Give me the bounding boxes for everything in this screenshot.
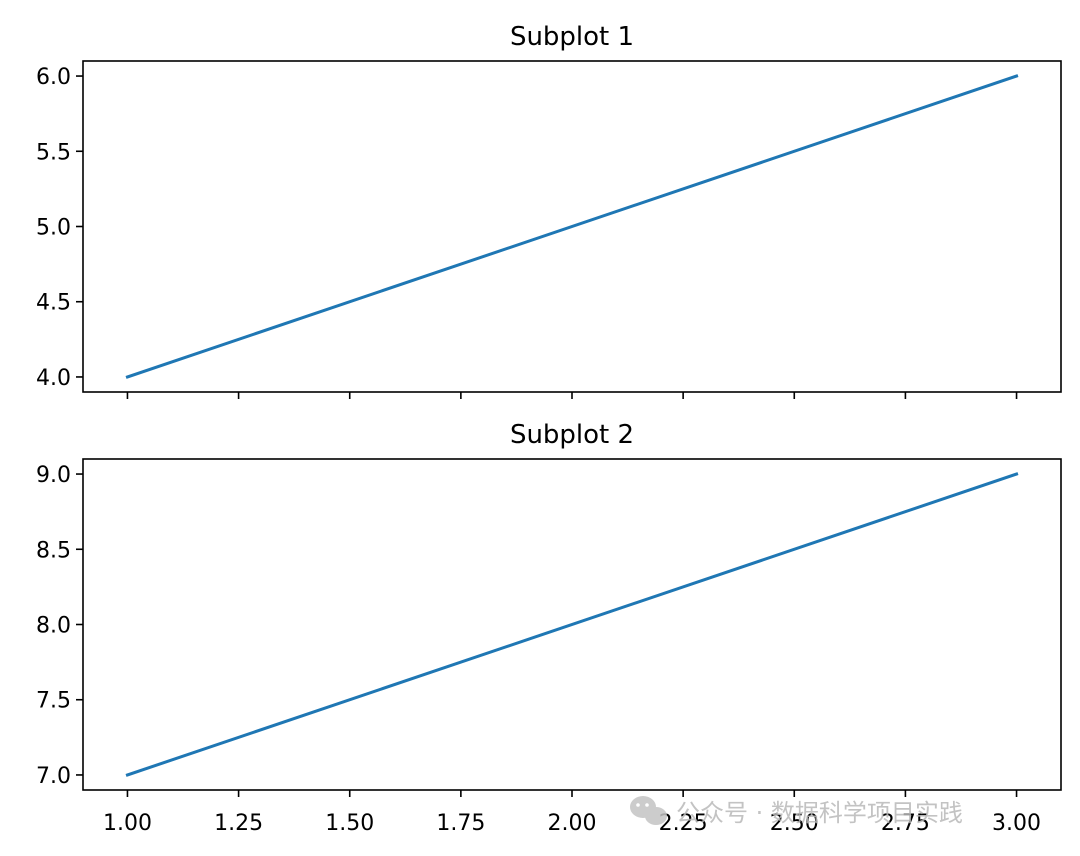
x-tick-label: 2.75 (881, 811, 930, 836)
subplot-2: Subplot 2 7.0 7.5 8.0 8.5 9.0 1.00 1.25 1.50 1.75… (36, 420, 1062, 836)
y-tick-label: 9.0 (36, 463, 71, 488)
x-tick-label: 1.00 (103, 811, 152, 836)
y-tick-label: 5.5 (36, 140, 71, 165)
y-tick-label: 4.0 (36, 366, 71, 391)
y-tick-label: 4.5 (36, 291, 71, 316)
x-tick-label: 1.50 (325, 811, 374, 836)
y-tick-label: 8.5 (36, 538, 71, 563)
series-line-1 (125, 472, 1019, 777)
y-tick-label: 8.0 (36, 614, 71, 639)
subplot-title: Subplot 1 (510, 22, 634, 52)
subplot-1: Subplot 1 4.0 4.5 5.0 5.5 6.0 (36, 22, 1062, 399)
watermark: 公众号 · 数据科学项目实践 (630, 796, 963, 827)
y-tick-label: 7.0 (36, 764, 71, 789)
x-tick-label: 3.00 (992, 811, 1041, 836)
x-tick-label: 2.00 (548, 811, 597, 836)
series-line-1 (125, 74, 1019, 379)
y-tick-label: 5.0 (36, 216, 71, 241)
x-tick-label: 1.75 (436, 811, 485, 836)
x-tick-label: 2.50 (770, 811, 819, 836)
watermark-text: 公众号 · 数据科学项目实践 (676, 799, 963, 827)
y-tick-label: 6.0 (36, 65, 71, 90)
subplot-title: Subplot 2 (510, 420, 634, 450)
wechat-icon (630, 796, 667, 825)
y-tick-label: 7.5 (36, 689, 71, 714)
x-tick-label: 1.25 (214, 811, 263, 836)
